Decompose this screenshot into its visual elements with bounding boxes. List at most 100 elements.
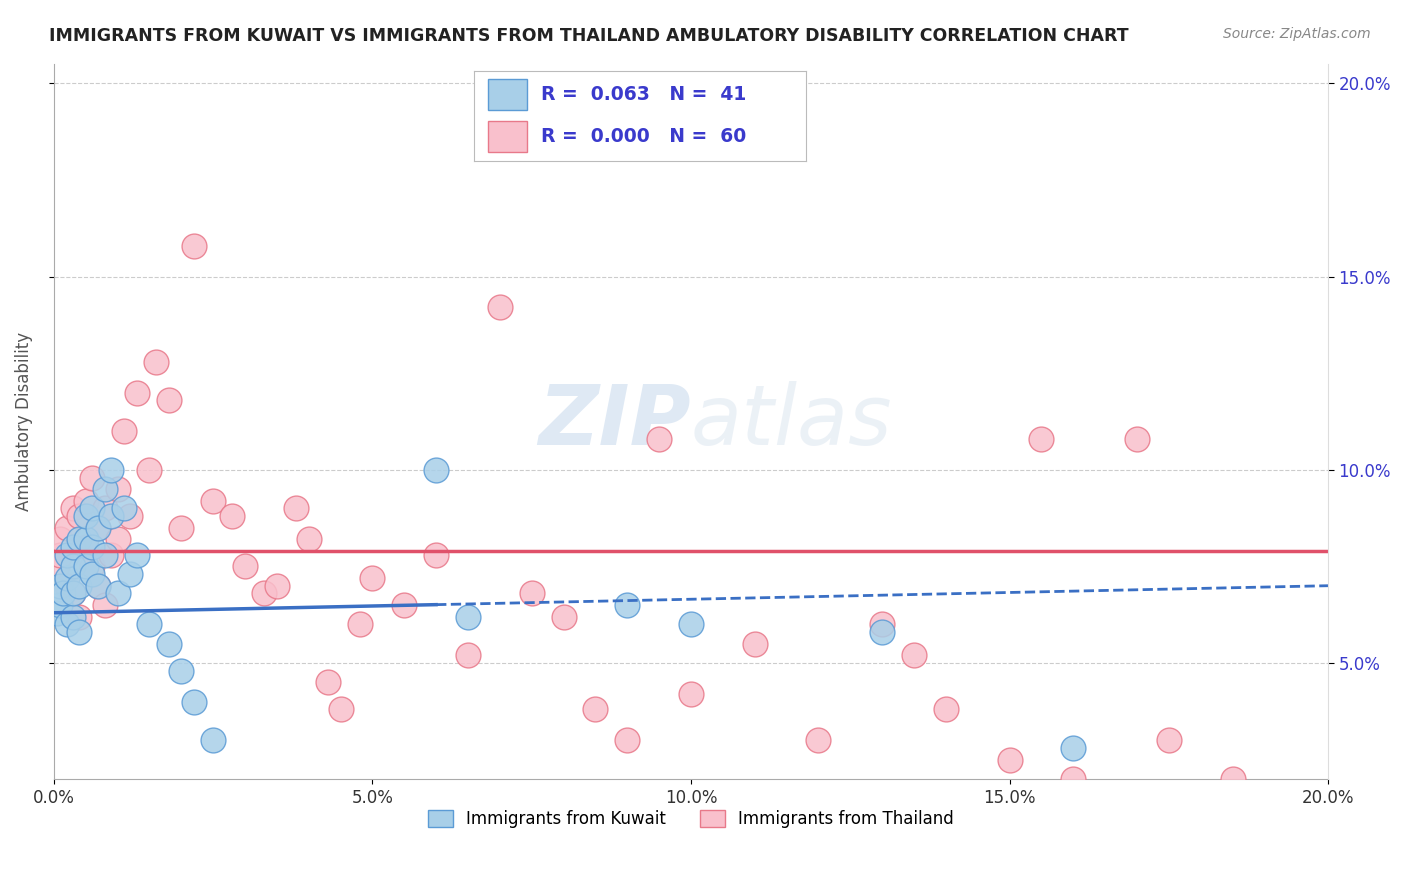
- Point: [55, 579, 77, 593]
- Point: [349, 617, 371, 632]
- Point: [75, 493, 97, 508]
- Point: [67, 509, 90, 524]
- Point: [62, 586, 84, 600]
- Point: [94, 501, 117, 516]
- Point: [94, 598, 117, 612]
- Point: [233, 559, 256, 574]
- Point: [49, 579, 72, 593]
- Point: [80, 470, 103, 484]
- Legend: Immigrants from Kuwait, Immigrants from Thailand: Immigrants from Kuwait, Immigrants from …: [422, 804, 960, 835]
- Point: [94, 548, 117, 562]
- Point: [488, 301, 510, 315]
- Point: [266, 579, 288, 593]
- Point: [807, 733, 830, 747]
- Point: [46, 559, 69, 574]
- Point: [183, 238, 205, 252]
- Point: [253, 586, 276, 600]
- Point: [62, 586, 84, 600]
- Point: [67, 609, 90, 624]
- Point: [457, 609, 479, 624]
- Point: [87, 521, 110, 535]
- Point: [520, 586, 543, 600]
- Point: [87, 579, 110, 593]
- Point: [329, 702, 352, 716]
- Point: [425, 463, 447, 477]
- Point: [67, 625, 90, 640]
- Point: [120, 509, 142, 524]
- Point: [67, 579, 90, 593]
- Point: [1062, 772, 1084, 786]
- Point: [457, 648, 479, 663]
- Point: [75, 559, 97, 574]
- Point: [107, 533, 129, 547]
- Point: [80, 567, 103, 582]
- Point: [125, 548, 148, 562]
- Point: [55, 548, 77, 562]
- Point: [183, 695, 205, 709]
- Point: [75, 533, 97, 547]
- Point: [1157, 733, 1180, 747]
- Point: [679, 687, 702, 701]
- Point: [49, 533, 72, 547]
- Point: [62, 540, 84, 554]
- Point: [583, 702, 606, 716]
- Point: [202, 493, 225, 508]
- Point: [425, 548, 447, 562]
- Point: [1062, 741, 1084, 756]
- Point: [870, 617, 893, 632]
- Text: ZIP: ZIP: [538, 381, 690, 462]
- Point: [52, 586, 75, 600]
- Point: [80, 501, 103, 516]
- Point: [1031, 432, 1053, 446]
- Point: [62, 609, 84, 624]
- Point: [170, 664, 193, 678]
- Point: [744, 637, 766, 651]
- Point: [648, 432, 671, 446]
- Point: [120, 567, 142, 582]
- Point: [100, 548, 122, 562]
- Text: IMMIGRANTS FROM KUWAIT VS IMMIGRANTS FROM THAILAND AMBULATORY DISABILITY CORRELA: IMMIGRANTS FROM KUWAIT VS IMMIGRANTS FRO…: [49, 27, 1129, 45]
- Point: [903, 648, 925, 663]
- Point: [935, 702, 957, 716]
- Point: [298, 533, 321, 547]
- Point: [62, 501, 84, 516]
- Point: [49, 598, 72, 612]
- Point: [94, 482, 117, 496]
- Point: [55, 617, 77, 632]
- Point: [55, 521, 77, 535]
- Text: atlas: atlas: [690, 381, 893, 462]
- Point: [112, 501, 135, 516]
- Point: [616, 598, 638, 612]
- Point: [87, 521, 110, 535]
- Point: [87, 579, 110, 593]
- Point: [361, 571, 384, 585]
- Point: [870, 625, 893, 640]
- Point: [284, 501, 307, 516]
- Point: [202, 733, 225, 747]
- Point: [679, 617, 702, 632]
- Point: [616, 733, 638, 747]
- Point: [1126, 432, 1149, 446]
- Point: [998, 753, 1021, 767]
- Point: [80, 540, 103, 554]
- Point: [125, 385, 148, 400]
- Point: [316, 675, 339, 690]
- Point: [138, 463, 160, 477]
- Point: [157, 393, 180, 408]
- Point: [157, 637, 180, 651]
- Point: [138, 617, 160, 632]
- Point: [100, 463, 122, 477]
- Point: [170, 521, 193, 535]
- Point: [80, 559, 103, 574]
- Point: [107, 482, 129, 496]
- Text: Source: ZipAtlas.com: Source: ZipAtlas.com: [1223, 27, 1371, 41]
- Point: [221, 509, 243, 524]
- Point: [394, 598, 416, 612]
- Point: [1222, 772, 1244, 786]
- Point: [145, 354, 167, 368]
- Point: [107, 586, 129, 600]
- Point: [67, 533, 90, 547]
- Point: [46, 606, 69, 620]
- Point: [553, 609, 575, 624]
- Point: [112, 424, 135, 438]
